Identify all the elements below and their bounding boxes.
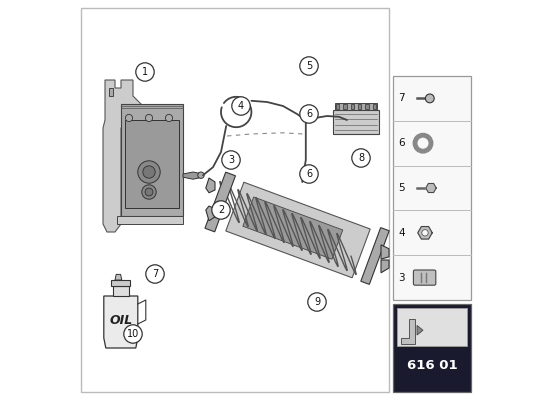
Circle shape <box>166 114 173 122</box>
Text: 10: 10 <box>127 329 139 339</box>
Circle shape <box>425 94 434 103</box>
Bar <box>81 8 389 392</box>
Polygon shape <box>418 226 432 239</box>
Text: 9: 9 <box>314 297 320 307</box>
Text: 6: 6 <box>399 138 405 148</box>
Text: 7: 7 <box>399 93 405 103</box>
Text: 616 01: 616 01 <box>406 359 457 372</box>
Bar <box>111 280 130 286</box>
Text: 5: 5 <box>399 183 405 193</box>
Polygon shape <box>109 88 113 96</box>
Circle shape <box>308 293 326 311</box>
Circle shape <box>300 57 318 75</box>
Bar <box>393 304 471 392</box>
Polygon shape <box>226 182 370 278</box>
Text: 7: 7 <box>152 269 158 279</box>
Bar <box>333 110 379 134</box>
Polygon shape <box>426 184 436 192</box>
Polygon shape <box>115 274 122 280</box>
Bar <box>351 104 354 109</box>
Text: OIL: OIL <box>109 314 133 328</box>
Bar <box>335 103 377 110</box>
Bar <box>336 104 339 109</box>
Polygon shape <box>381 260 389 273</box>
Text: 1: 1 <box>142 67 148 77</box>
Circle shape <box>212 201 230 219</box>
Bar <box>121 104 183 216</box>
Circle shape <box>300 165 318 183</box>
Polygon shape <box>104 296 138 348</box>
Circle shape <box>222 151 240 169</box>
Text: 8: 8 <box>358 153 364 163</box>
Text: 4: 4 <box>238 101 244 111</box>
Circle shape <box>300 105 318 123</box>
Polygon shape <box>206 178 215 193</box>
Polygon shape <box>381 245 389 259</box>
Bar <box>113 286 129 296</box>
Circle shape <box>198 172 204 178</box>
Polygon shape <box>243 197 343 259</box>
Circle shape <box>143 166 155 178</box>
Circle shape <box>145 114 152 122</box>
Text: 3: 3 <box>399 273 405 282</box>
Polygon shape <box>205 172 235 232</box>
Text: 3: 3 <box>228 155 234 165</box>
Bar <box>358 104 361 109</box>
Bar <box>365 104 369 109</box>
Polygon shape <box>361 228 389 284</box>
Circle shape <box>142 185 156 199</box>
Text: 6: 6 <box>306 169 312 179</box>
Text: 2: 2 <box>218 205 224 215</box>
Polygon shape <box>401 319 415 344</box>
Circle shape <box>125 114 133 122</box>
Circle shape <box>422 230 428 236</box>
Bar <box>344 104 346 109</box>
Circle shape <box>138 161 160 183</box>
Text: 4: 4 <box>399 228 405 238</box>
Circle shape <box>136 63 154 81</box>
Polygon shape <box>206 206 215 221</box>
Bar <box>125 120 179 208</box>
Circle shape <box>145 188 153 196</box>
Circle shape <box>146 265 164 283</box>
Polygon shape <box>183 172 199 179</box>
Bar <box>372 104 376 109</box>
Polygon shape <box>103 80 141 232</box>
Circle shape <box>124 325 142 343</box>
Circle shape <box>352 149 370 167</box>
Bar <box>397 308 467 346</box>
Circle shape <box>232 97 250 115</box>
Bar <box>393 76 471 300</box>
Text: 5: 5 <box>306 61 312 71</box>
Polygon shape <box>417 326 423 335</box>
Polygon shape <box>117 216 183 224</box>
FancyBboxPatch shape <box>414 270 436 285</box>
Text: 6: 6 <box>306 109 312 119</box>
